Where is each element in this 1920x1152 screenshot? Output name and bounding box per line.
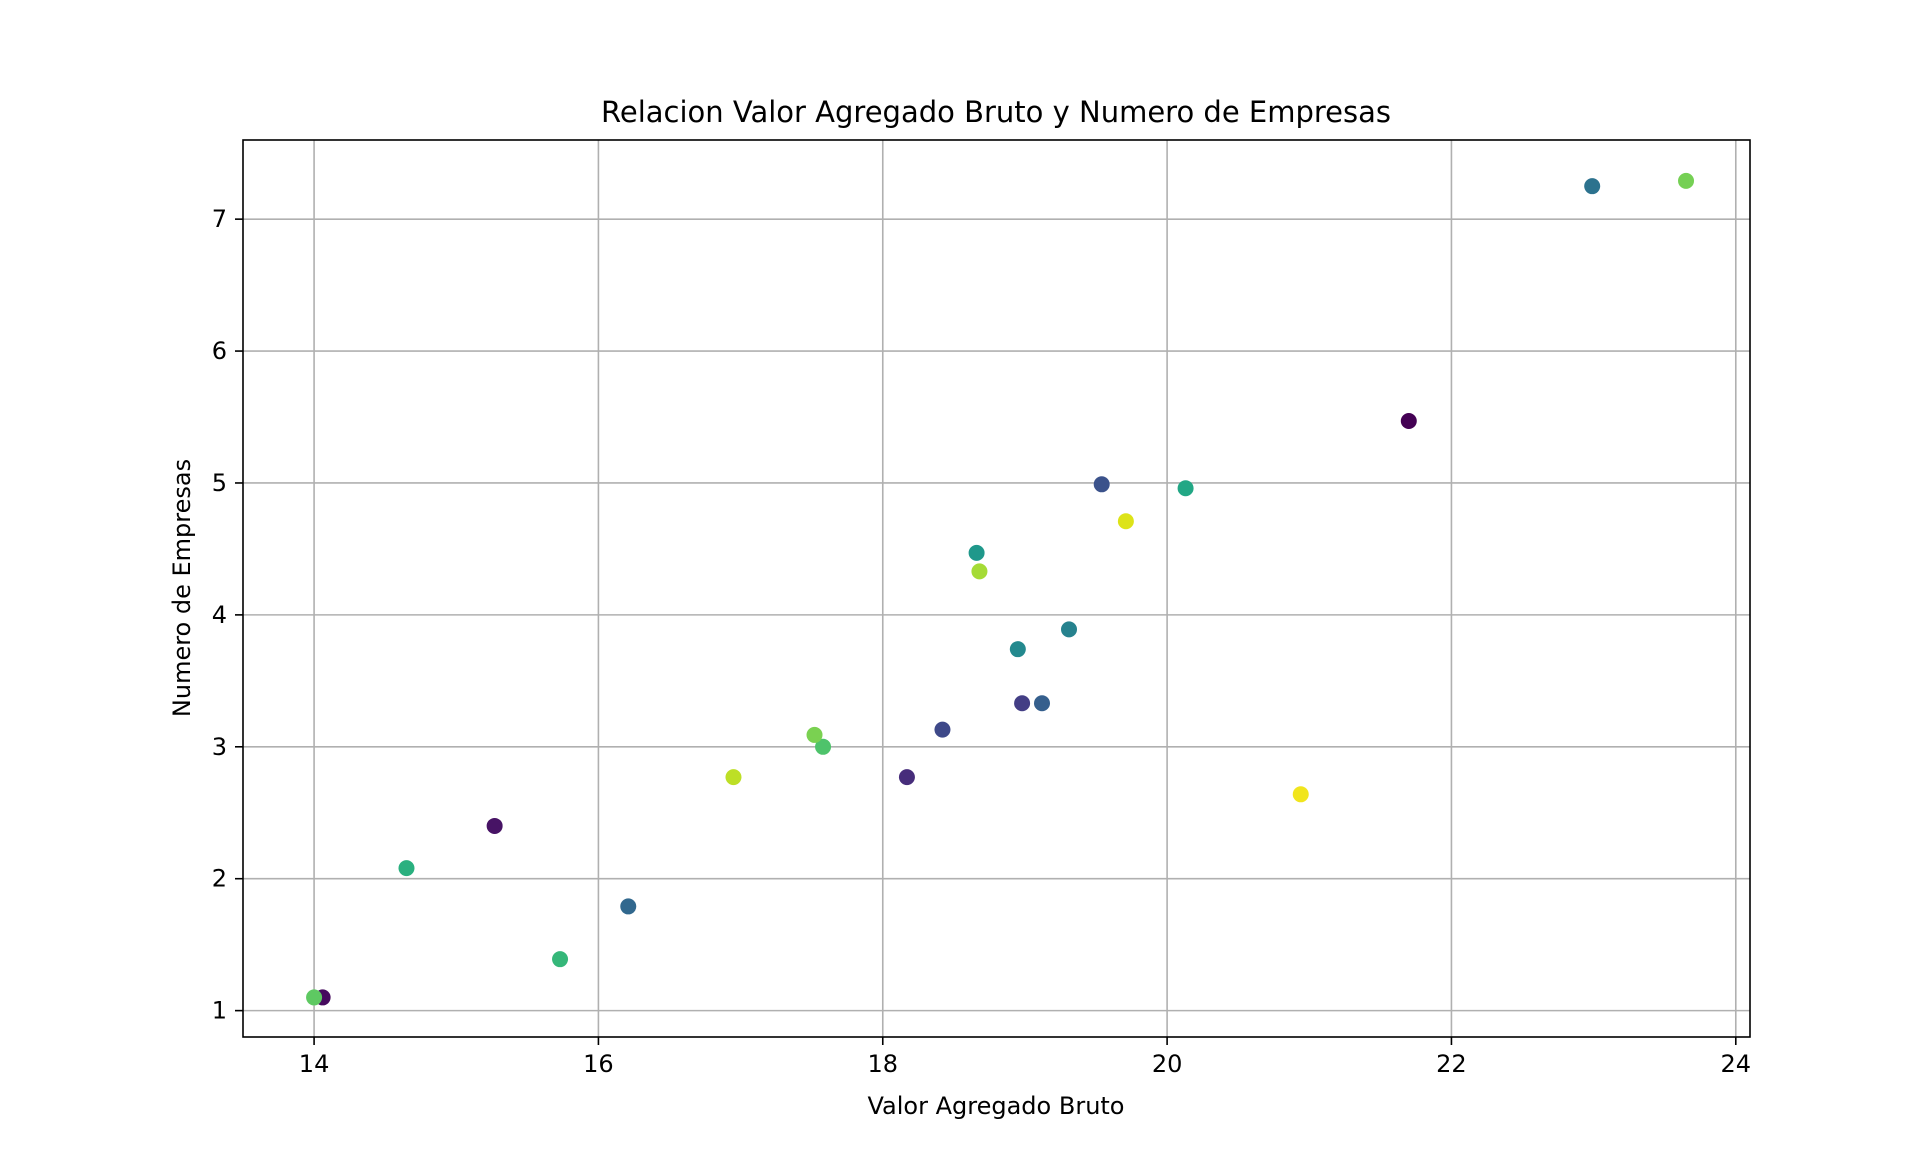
- scatter-point: [815, 738, 832, 755]
- scatter-point: [1061, 621, 1078, 638]
- y-tick-label: 1: [212, 997, 227, 1025]
- y-tick-label: 2: [212, 865, 227, 893]
- grid-layer: [243, 140, 1750, 1037]
- x-tick-label: 16: [583, 1050, 614, 1078]
- scatter-point: [806, 726, 823, 743]
- scatter-point: [1678, 172, 1695, 189]
- scatter-point: [1009, 641, 1026, 658]
- scatter-point: [620, 898, 637, 915]
- scatter-point: [725, 769, 742, 786]
- y-tick-label: 3: [212, 733, 227, 761]
- scatter-point: [1093, 476, 1110, 493]
- scatter-point: [1014, 695, 1031, 712]
- scatter-point: [552, 951, 569, 968]
- scatter-point: [306, 989, 323, 1006]
- scatter-point: [1292, 786, 1309, 803]
- plot-frame: [242, 139, 1751, 1038]
- y-tick-label: 7: [212, 205, 227, 233]
- scatter-point: [1177, 480, 1194, 497]
- x-axis-label: Valor Agregado Bruto: [868, 1092, 1125, 1120]
- scatter-point: [968, 544, 985, 561]
- scatter-point: [1117, 513, 1134, 530]
- scatter-point: [971, 563, 988, 580]
- scatter-point: [1584, 178, 1601, 195]
- scatter-point: [486, 817, 503, 834]
- x-tick-label: 22: [1436, 1050, 1467, 1078]
- x-tick-label: 24: [1721, 1050, 1752, 1078]
- tick-layer: 14 16 18 20 22 24 1 2 3 4 5 6 7: [212, 205, 1751, 1078]
- y-tick-label: 5: [212, 469, 227, 497]
- scatter-point: [1400, 412, 1417, 429]
- x-tick-label: 20: [1152, 1050, 1183, 1078]
- x-tick-label: 18: [867, 1050, 898, 1078]
- point-layer: [306, 172, 1695, 1006]
- chart-title: Relacion Valor Agregado Bruto y Numero d…: [601, 95, 1391, 129]
- scatter-point: [1033, 695, 1050, 712]
- x-tick-label: 14: [299, 1050, 330, 1078]
- scatter-point: [398, 860, 415, 877]
- y-tick-label: 4: [212, 601, 227, 629]
- scatter-point: [934, 721, 951, 738]
- y-tick-label: 6: [212, 337, 227, 365]
- scatter-point: [898, 769, 915, 786]
- y-axis-label: Numero de Empresas: [168, 459, 196, 717]
